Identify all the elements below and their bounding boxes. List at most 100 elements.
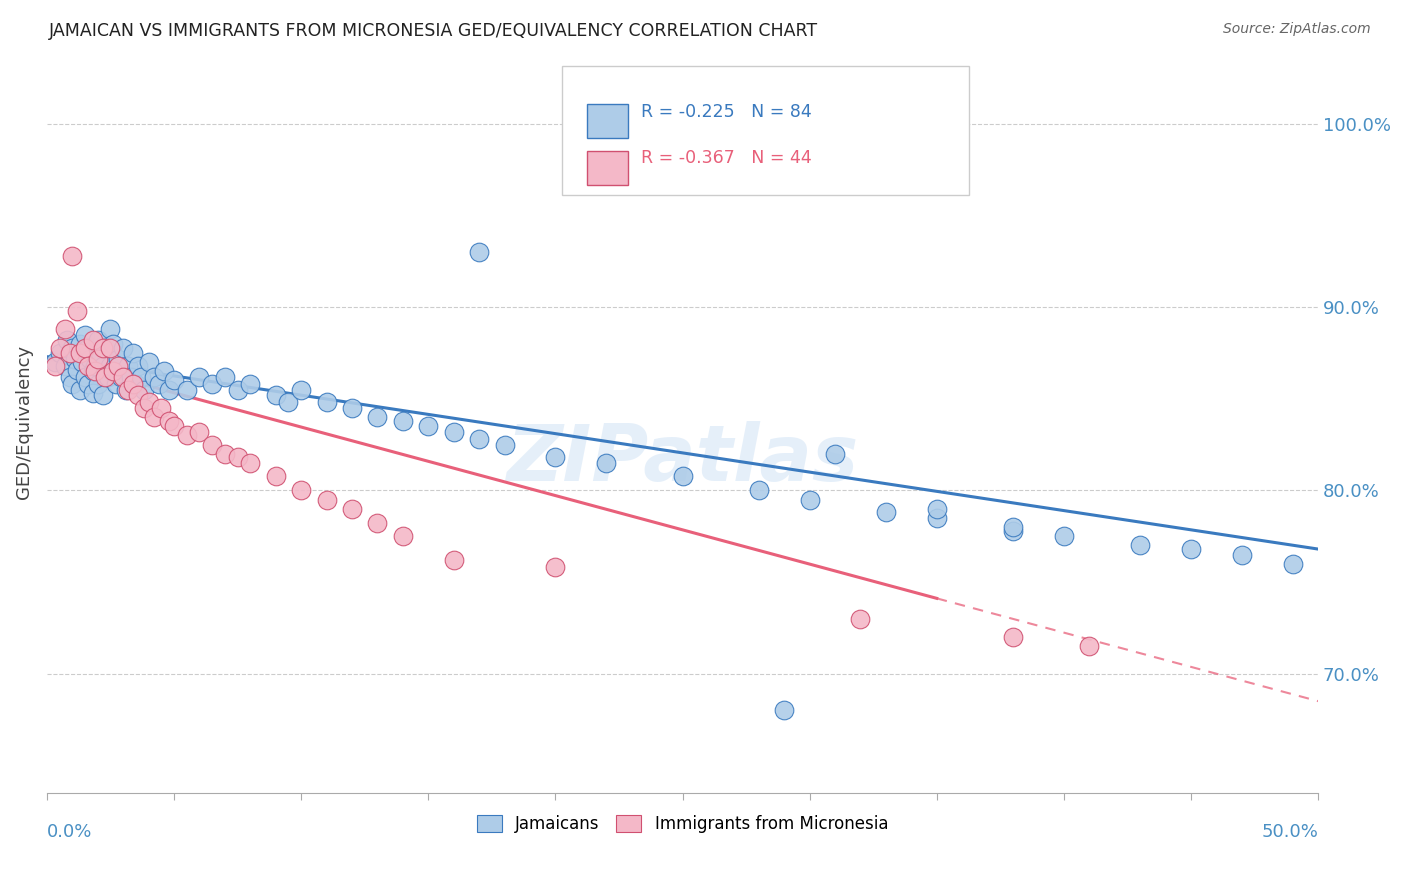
Point [226,450,249,465]
Point [188,425,211,439]
Point [73,327,96,342]
Point [63,351,86,366]
Point [138,355,160,369]
Point [73,369,96,384]
Point [48,341,70,355]
Point [148,377,170,392]
Legend: Jamaicans, Immigrants from Micronesia: Jamaicans, Immigrants from Micronesia [470,808,894,840]
Text: Source: ZipAtlas.com: Source: ZipAtlas.com [1223,22,1371,37]
Point [239,456,262,470]
Point [60,249,83,263]
Point [773,703,796,717]
Point [84,359,107,373]
Point [127,388,149,402]
Point [76,377,98,392]
Point [53,359,76,373]
Point [100,322,122,336]
Y-axis label: GED/Equivalency: GED/Equivalency [15,344,32,499]
Point [277,395,299,409]
Point [100,341,122,355]
Point [366,516,388,531]
Point [226,383,249,397]
Point [494,437,516,451]
Point [76,341,98,355]
Point [117,359,139,373]
Point [468,245,491,260]
Point [82,386,104,401]
Point [1053,529,1076,543]
Point [79,351,101,366]
Point [100,359,122,373]
Point [163,419,186,434]
Point [142,369,165,384]
Point [201,377,224,392]
Point [114,383,136,397]
Point [315,492,337,507]
Point [69,383,91,397]
Point [290,483,312,498]
Point [59,346,82,360]
Point [1129,538,1152,552]
Text: JAMAICAN VS IMMIGRANTS FROM MICRONESIA GED/EQUIVALENCY CORRELATION CHART: JAMAICAN VS IMMIGRANTS FROM MICRONESIA G… [49,22,818,40]
Point [468,432,491,446]
Point [875,505,897,519]
Point [132,401,155,415]
Point [595,456,617,470]
Point [443,425,465,439]
Point [157,383,180,397]
Point [176,428,198,442]
Point [117,383,139,397]
Point [214,369,236,384]
Point [1002,630,1025,644]
Point [1078,639,1101,653]
Point [104,377,127,392]
Point [264,468,287,483]
Point [101,364,124,378]
Point [87,333,110,347]
Point [87,377,110,392]
Point [366,410,388,425]
Point [264,388,287,402]
Point [1002,524,1025,538]
Point [53,322,76,336]
Point [824,447,846,461]
Point [60,377,83,392]
Point [97,369,120,384]
Point [91,359,114,373]
Point [73,341,96,355]
Point [671,468,693,483]
Point [44,355,66,369]
Point [91,341,114,355]
Point [107,351,129,366]
Point [56,333,79,347]
Point [60,341,83,355]
Point [129,369,152,384]
Point [925,501,948,516]
Point [69,336,91,351]
Point [101,336,124,351]
Point [82,333,104,347]
Point [87,351,110,366]
Point [201,437,224,451]
Point [112,341,135,355]
Point [44,359,66,373]
Point [94,341,117,355]
Point [132,383,155,397]
Point [122,346,145,360]
Point [290,383,312,397]
Point [48,346,70,360]
Point [163,374,186,388]
Point [112,369,135,384]
FancyBboxPatch shape [562,65,969,195]
Point [315,395,337,409]
Point [544,450,567,465]
FancyBboxPatch shape [588,151,628,185]
Point [66,304,89,318]
Text: R = -0.225   N = 84: R = -0.225 N = 84 [641,103,811,120]
Point [66,362,89,376]
Point [69,346,91,360]
Point [94,369,117,384]
Point [392,414,415,428]
Point [392,529,415,543]
Point [120,369,142,384]
